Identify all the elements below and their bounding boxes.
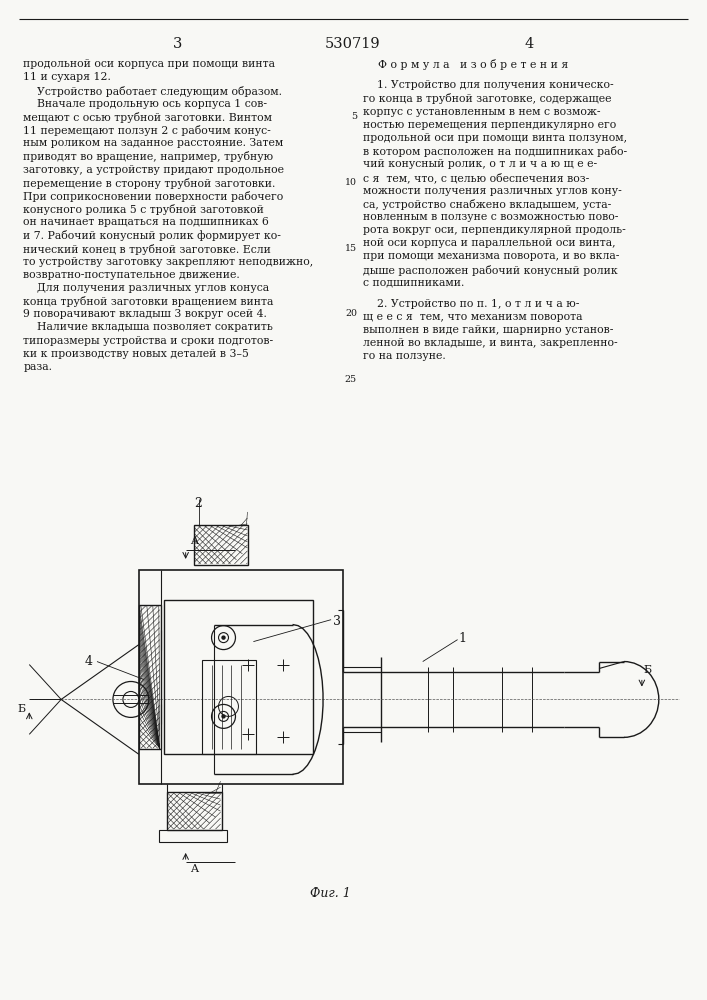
Text: ки к производству новых деталей в 3–5: ки к производству новых деталей в 3–5 (23, 349, 249, 359)
Text: возвратно-поступательное движение.: возвратно-поступательное движение. (23, 270, 240, 280)
Text: Фиг. 1: Фиг. 1 (310, 887, 351, 900)
Text: 4: 4 (85, 655, 93, 668)
Text: ной оси корпуса и параллельной оси винта,: ной оси корпуса и параллельной оси винта… (363, 238, 616, 248)
Text: щ е е с я  тем, что механизм поворота: щ е е с я тем, что механизм поворота (363, 312, 583, 322)
Text: типоразмеры устройства и сроки подготов-: типоразмеры устройства и сроки подготов- (23, 336, 274, 346)
Bar (159, 830, 226, 842)
Text: корпус с установленным в нем с возмож-: корпус с установленным в нем с возмож- (363, 107, 600, 117)
Bar (139, 570, 343, 784)
Text: ным роликом на заданное расстояние. Затем: ным роликом на заданное расстояние. Зате… (23, 138, 284, 148)
Text: конусного ролика 5 с трубной заготовкой: конусного ролика 5 с трубной заготовкой (23, 204, 264, 215)
Text: продольной оси при помощи винта ползуном,: продольной оси при помощи винта ползуном… (363, 133, 627, 143)
Text: продольной оси корпуса при помощи винта: продольной оси корпуса при помощи винта (23, 59, 275, 69)
Text: чий конусный ролик, о т л и ч а ю щ е е-: чий конусный ролик, о т л и ч а ю щ е е- (363, 159, 597, 169)
Text: приводят во вращение, например, трубную: приводят во вращение, например, трубную (23, 151, 274, 162)
Text: 3: 3 (333, 615, 341, 628)
Text: При соприкосновении поверхности рабочего: При соприкосновении поверхности рабочего (23, 191, 284, 202)
Text: с я  тем, что, с целью обеспечения воз-: с я тем, что, с целью обеспечения воз- (363, 172, 589, 183)
Text: при помощи механизма поворота, и во вкла-: при помощи механизма поворота, и во вкла… (363, 251, 619, 261)
Text: Для получения различных углов конуса: Для получения различных углов конуса (23, 283, 269, 293)
Text: 25: 25 (345, 375, 357, 384)
Text: 11 перемещают ползун 2 с рабочим конус-: 11 перемещают ползун 2 с рабочим конус- (23, 125, 271, 136)
Text: мещают с осью трубной заготовки. Винтом: мещают с осью трубной заготовки. Винтом (23, 112, 272, 123)
Text: Вначале продольную ось корпуса 1 сов-: Вначале продольную ось корпуса 1 сов- (23, 99, 267, 109)
Bar (201, 660, 257, 754)
Text: ностью перемещения перпендикулярно его: ностью перемещения перпендикулярно его (363, 120, 617, 130)
Text: перемещение в сторону трубной заготовки.: перемещение в сторону трубной заготовки. (23, 178, 276, 189)
Text: Ф о р м у л а   и з о б р е т е н и я: Ф о р м у л а и з о б р е т е н и я (378, 59, 568, 70)
Text: Устройство работает следующим образом.: Устройство работает следующим образом. (23, 86, 282, 97)
Text: он начинает вращаться на подшипниках 6: он начинает вращаться на подшипниках 6 (23, 217, 269, 227)
Text: заготовку, а устройству придают продольное: заготовку, а устройству придают продольн… (23, 165, 284, 175)
Text: то устройству заготовку закрепляют неподвижно,: то устройству заготовку закрепляют непод… (23, 257, 313, 267)
Text: дыше расположен рабочий конусный ролик: дыше расположен рабочий конусный ролик (363, 265, 618, 276)
Text: 530719: 530719 (325, 37, 381, 51)
Text: с подшипниками.: с подшипниками. (363, 278, 464, 288)
Text: го конца в трубной заготовке, содержащее: го конца в трубной заготовке, содержащее (363, 93, 612, 104)
Text: в котором расположен на подшипниках рабо-: в котором расположен на подшипниках рабо… (363, 146, 627, 157)
Text: конца трубной заготовки вращением винта: конца трубной заготовки вращением винта (23, 296, 274, 307)
Text: A: A (189, 864, 198, 874)
Text: 4: 4 (525, 37, 534, 51)
Text: можности получения различных углов кону-: можности получения различных углов кону- (363, 186, 621, 196)
Bar (167, 792, 221, 830)
Bar (194, 525, 248, 565)
Text: 10: 10 (345, 178, 357, 187)
Bar (139, 605, 160, 749)
Text: Б: Б (17, 704, 25, 714)
Text: 1: 1 (459, 632, 467, 645)
Text: са, устройство снабжено вкладышем, уста-: са, устройство снабжено вкладышем, уста- (363, 199, 612, 210)
Circle shape (222, 636, 225, 639)
Text: 15: 15 (345, 244, 357, 253)
Text: 5: 5 (351, 112, 357, 121)
Text: выполнен в виде гайки, шарнирно установ-: выполнен в виде гайки, шарнирно установ- (363, 325, 614, 335)
Text: 9 поворачивают вкладыш 3 вокруг осей 4.: 9 поворачивают вкладыш 3 вокруг осей 4. (23, 309, 267, 319)
Text: и 7. Рабочий конусный ролик формирует ко-: и 7. Рабочий конусный ролик формирует ко… (23, 230, 281, 241)
Text: 1. Устройство для получения коническо-: 1. Устройство для получения коническо- (363, 80, 614, 90)
Text: раза.: раза. (23, 362, 52, 372)
Text: новленным в ползуне с возможностью пово-: новленным в ползуне с возможностью пово- (363, 212, 619, 222)
Text: рота вокруг оси, перпендикулярной продоль-: рота вокруг оси, перпендикулярной продол… (363, 225, 626, 235)
Text: 3: 3 (173, 37, 182, 51)
Circle shape (222, 715, 225, 718)
Text: ленной во вкладыше, и винта, закрепленно-: ленной во вкладыше, и винта, закрепленно… (363, 338, 618, 348)
Text: 2: 2 (194, 497, 202, 510)
Text: Б: Б (644, 665, 652, 675)
Bar (164, 600, 313, 754)
Text: A: A (189, 536, 198, 546)
Text: 2. Устройство по п. 1, о т л и ч а ю-: 2. Устройство по п. 1, о т л и ч а ю- (363, 299, 579, 309)
Text: Наличие вкладыша позволяет сократить: Наличие вкладыша позволяет сократить (23, 322, 273, 332)
Text: 11 и сухаря 12.: 11 и сухаря 12. (23, 72, 111, 82)
Text: го на ползуне.: го на ползуне. (363, 351, 445, 361)
Text: 20: 20 (345, 309, 357, 318)
Text: нический конец в трубной заготовке. Если: нический конец в трубной заготовке. Если (23, 244, 271, 255)
